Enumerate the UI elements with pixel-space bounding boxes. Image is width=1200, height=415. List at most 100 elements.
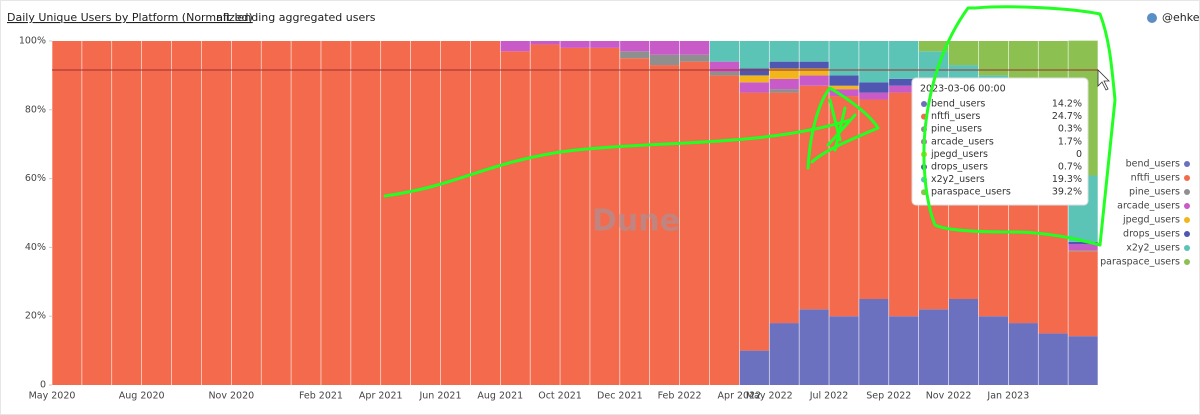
bar-segment [261,41,291,385]
bar-segment [859,41,889,83]
bar-segment [410,41,441,385]
bar-segment [799,85,829,310]
bar-segment [829,316,859,385]
bar-segment [739,92,769,351]
tooltip-label: jpegd_users [930,149,988,160]
bar-segment [470,41,500,385]
legend-label: jpegd_users [1122,215,1180,226]
bar-segment [1068,251,1098,337]
cursor [1097,69,1110,91]
bar-segment [291,41,321,385]
bar-segment [709,71,740,76]
y-tick-label: 80% [25,104,46,115]
bar-segment [769,68,799,79]
x-tick-label: Apr 2021 [359,391,403,402]
x-tick-label: Nov 2022 [926,391,972,402]
legend-swatch [1184,231,1190,237]
bar-segment [500,41,530,52]
x-tick-label: Oct 2021 [538,391,582,402]
x-tick-label: Jun 2021 [418,391,461,402]
legend-swatch [1184,161,1190,167]
annotation [383,5,1117,247]
bar-segment [739,82,769,93]
x-tick-label: Aug 2020 [119,391,165,402]
x-tick-label: May 2020 [29,391,76,402]
bar-segment [769,92,799,324]
bar-segment [141,41,172,385]
bar-segment [709,41,740,62]
bar-segment [709,61,740,72]
author[interactable]: @ehkek [1162,11,1200,24]
bar-segment [859,299,889,385]
bar-segment [889,316,919,385]
bar-segment [829,96,859,317]
legend-label: x2y2_users [1126,243,1180,254]
bar-segment [440,41,471,385]
bar-segment [739,68,769,76]
bar-segment [530,41,560,45]
legend: bend_users nftfi_users pine_users arcade_us… [1100,159,1190,268]
bar-segment [829,75,859,86]
bar-segment [201,41,232,385]
tooltip: 2023-03-06 00:00 bend_users 14.2% nftfi_us… [911,77,1089,206]
legend-label: paraspace_users [1100,257,1180,268]
chart-title[interactable]: Daily Unique Users by Platform (Normaliz… [7,11,253,24]
plot-area [52,40,1098,386]
bar-segment [381,41,411,385]
bar-segment [171,41,202,385]
legend-swatch [1184,175,1190,181]
bar-segment [1068,250,1098,252]
bar-segment [769,41,799,62]
y-tick-label: 40% [25,242,46,253]
bar-segment [1008,41,1038,83]
bar-segment [739,41,769,69]
tooltip-label: nftfi_users [931,111,980,122]
x-tick-label: Feb 2021 [299,391,343,402]
bar-segment [500,51,530,385]
avatar[interactable] [1147,13,1157,23]
tooltip-label: bend_users [931,99,985,110]
bar-segment [859,82,889,93]
bar-segment [650,54,680,66]
bar-segment [799,309,829,385]
legend-swatch [1184,245,1190,251]
chart-subtitle: nft lending aggregated users [216,11,376,24]
tooltip-value: 0 [1076,149,1082,160]
y-tick-label: 100% [19,36,46,47]
bar-segment [1068,336,1098,385]
bar-segment [769,61,799,69]
highlight-loop [922,5,1117,247]
legend-label: bend_users [1126,159,1180,170]
bar-segment [709,75,740,386]
bar-segment [948,299,979,385]
bar-segment [620,58,650,385]
legend-label: drops_users [1123,229,1180,240]
bar-segment [351,41,381,385]
bar-segment [799,75,829,86]
x-tick-label: Jul 2022 [809,391,849,402]
bar-segment [620,41,650,52]
bar-segment [1068,244,1098,251]
bar-segment [1068,241,1098,245]
bar-segment [769,323,799,385]
bar-segment [560,47,590,385]
tooltip-value: 14.2% [1052,99,1082,110]
tooltip-label: x2y2_users [931,174,985,185]
bar-segment [948,41,979,66]
bar-segment [620,51,650,59]
bar-segment [82,41,112,385]
tooltip-value: 39.2% [1052,187,1082,198]
bar-segment [231,41,261,385]
bar-segment [52,41,82,385]
bar-segment [679,61,710,385]
bar-segment [889,85,919,93]
bar-segment [739,75,769,83]
bar-segment [859,92,889,100]
tooltip-label: arcade_users [931,136,994,147]
x-tick-label: Apr 2022 [718,391,762,402]
bar-segment [1038,333,1068,385]
x-tick-label: Aug 2021 [477,391,523,402]
bar-segment [918,41,949,52]
